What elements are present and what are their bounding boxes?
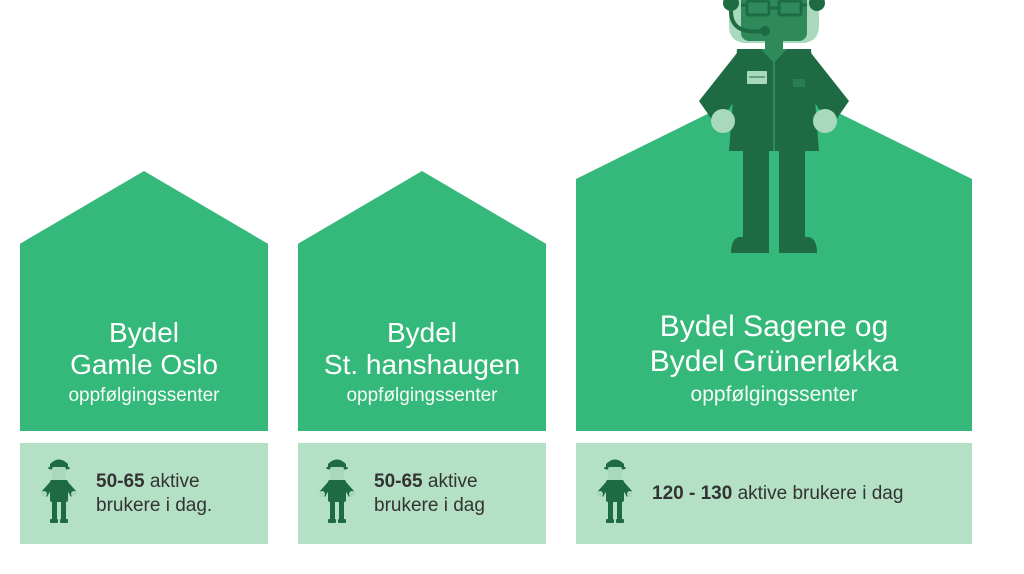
person-icon [36,457,82,525]
district-title-line1: Bydel [324,317,520,349]
infographic-row: Bydel Gamle Oslo oppfølgingssenter 50-65… [20,81,972,544]
stat-count: 120 - 130 [652,483,732,504]
district-title-line1: Bydel Sagene og [650,310,898,345]
district-subtitle: oppfølgingssenter [68,385,219,407]
district-subtitle: oppfølgingssenter [650,383,898,407]
person-icon [314,457,360,525]
house-block: Bydel Gamle Oslo oppfølgingssenter [20,171,268,431]
stat-rest: aktive brukere i dag [732,483,903,504]
district-title-line2: Gamle Oslo [68,349,219,381]
stat-text: 50-65 aktive brukere i dag. [96,470,252,518]
operator-character [669,0,879,261]
stat-text: 120 - 130 aktive brukere i dag [652,482,903,506]
district-title-line2: St. hanshaugen [324,349,520,381]
district-subtitle: oppfølgingssenter [324,385,520,407]
person-icon [592,457,638,525]
stat-box: 50-65 aktive brukere i dag [298,443,546,544]
operator-illustration [669,0,879,266]
stat-count: 50-65 [374,471,423,492]
district-title-line1: Bydel [68,317,219,349]
stat-count: 50-65 [96,471,145,492]
stat-box: 120 - 130 aktive brukere i dag [576,443,972,544]
district-title-line2: Bydel Grünerløkka [650,345,898,380]
stat-box: 50-65 aktive brukere i dag. [20,443,268,544]
district-card: Bydel St. hanshaugen oppfølgingssenter 5… [298,171,546,544]
district-card: Bydel Sagene og Bydel Grünerløkka oppføl… [576,81,972,544]
district-card: Bydel Gamle Oslo oppfølgingssenter 50-65… [20,171,268,544]
house-block: Bydel St. hanshaugen oppfølgingssenter [298,171,546,431]
stat-text: 50-65 aktive brukere i dag [374,470,530,518]
house-block: Bydel Sagene og Bydel Grünerløkka oppføl… [576,81,972,431]
